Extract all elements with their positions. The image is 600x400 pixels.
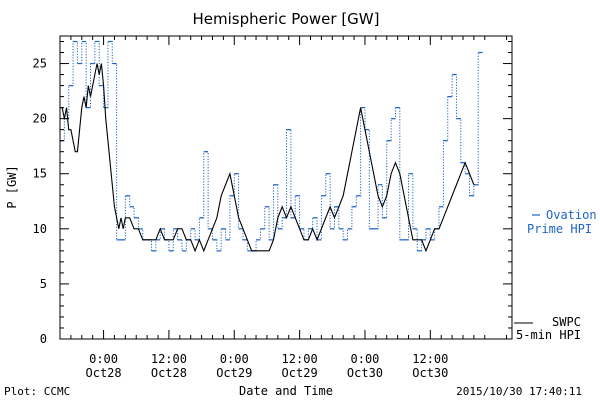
x-tick-label-time: 12:00 [282,352,318,366]
x-tick-label-date: Oct29 [282,366,318,380]
x-axis-label: Date and Time [239,384,333,398]
legend-swpc: SWPC 5-min HPI [514,315,581,342]
y-tick-label: 10 [33,222,47,236]
x-tick-label-time: 0:00 [220,352,249,366]
x-tick-label-time: 12:00 [412,352,448,366]
legend-ovation: Ovation Prime HPI [527,208,597,236]
y-tick-label: 0 [40,332,47,346]
y-axis: 0 5 10 15 20 25 [33,41,512,346]
x-tick-label-date: Oct28 [86,366,122,380]
x-tick-label-date: Oct30 [347,366,383,380]
footer-right: 2015/10/30 17:40:11 [456,385,582,398]
x-tick-label-date: Oct28 [151,366,187,380]
plot-frame [59,35,513,340]
footer-left: Plot: CCMC [4,385,70,398]
x-tick-label-date: Oct29 [216,366,252,380]
chart-title: Hemispheric Power [GW] [193,10,380,28]
legend-swpc-line1: SWPC [552,315,581,329]
legend-ovation-line1: Ovation [546,208,597,222]
series-swpc-5min-hpi [60,63,475,253]
x-tick-label-time: 0:00 [89,352,118,366]
legend-ovation-line2: Prime HPI [527,222,592,236]
y-tick-label: 15 [33,167,47,181]
y-axis-label: P [GW] [5,165,19,208]
legend-swpc-line2: 5-min HPI [516,328,581,342]
x-axis: 0:00Oct2812:00Oct280:00Oct2912:00Oct290:… [59,36,508,380]
x-tick-label-date: Oct30 [412,366,448,380]
y-tick-label: 5 [40,277,47,291]
x-tick-label-time: 0:00 [351,352,380,366]
series-layer [60,40,483,253]
x-tick-label-time: 12:00 [151,352,187,366]
y-tick-label: 25 [33,57,47,71]
series-ovation-prime-hpi [60,41,483,252]
y-tick-label: 20 [33,112,47,126]
